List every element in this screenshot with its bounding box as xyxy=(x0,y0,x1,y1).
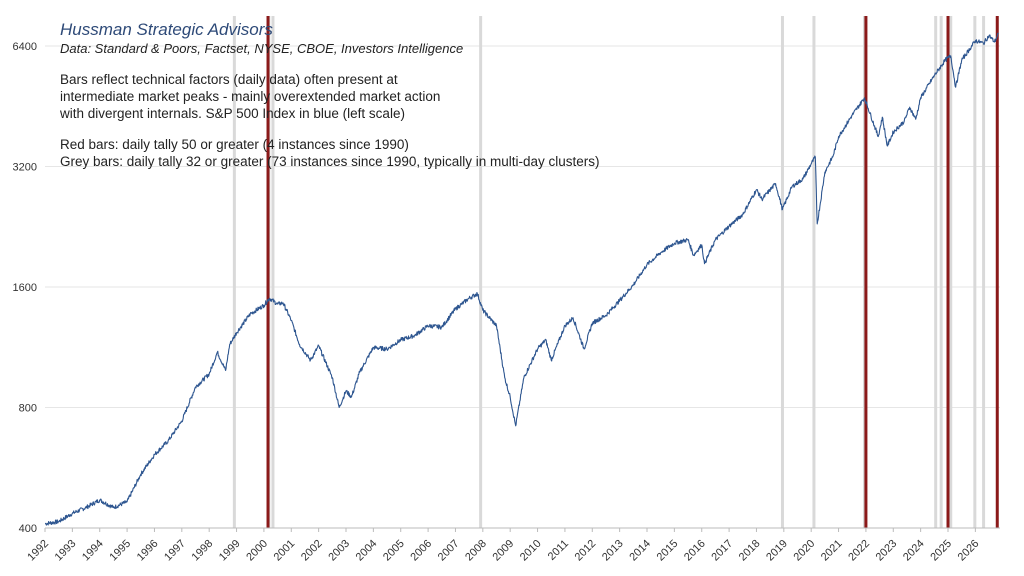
x-tick-label: 2016 xyxy=(682,538,708,564)
note-line-3: with divergent internals. S&P 500 Index … xyxy=(60,106,405,121)
red-signal-bar xyxy=(995,16,999,528)
sp500-line xyxy=(44,32,999,526)
x-tick-label: 2013 xyxy=(600,538,626,564)
grey-signal-bar xyxy=(812,16,816,528)
grey-bar-note: Grey bars: daily tally 32 or greater (73… xyxy=(60,154,600,169)
y-tick-label: 400 xyxy=(19,523,37,535)
x-tick-label: 1993 xyxy=(53,538,79,564)
grey-signal-bar xyxy=(479,16,483,528)
x-tick-label: 1996 xyxy=(135,538,161,564)
x-tick-label: 2006 xyxy=(408,538,434,564)
x-tick-label: 2014 xyxy=(627,538,653,564)
x-tick-label: 2019 xyxy=(764,538,790,564)
grey-signal-bar xyxy=(949,16,953,528)
data-source: Data: Standard & Poors, Factset, NYSE, C… xyxy=(60,41,464,56)
x-tick-label: 2000 xyxy=(244,538,270,564)
x-tick-label: 2011 xyxy=(546,538,571,563)
x-tick-label: 2009 xyxy=(491,538,517,564)
grey-signal-bar xyxy=(934,16,938,528)
grey-signal-bar xyxy=(973,16,977,528)
x-tick-label: 2025 xyxy=(928,538,954,564)
x-tick-label: 2022 xyxy=(846,538,872,564)
y-axis: 400 800 1600 3200 6400 xyxy=(13,41,37,535)
x-tick-label: 2021 xyxy=(819,538,845,564)
x-tick-label: 1994 xyxy=(80,538,106,564)
y-tick-label: 800 xyxy=(19,403,37,415)
x-tick-label: 1998 xyxy=(190,538,216,564)
x-tick-label: 1997 xyxy=(162,538,188,564)
sp500-series-line xyxy=(44,32,999,526)
x-tick-label: 2005 xyxy=(381,538,407,564)
red-bar-note: Red bars: daily tally 50 or greater (4 i… xyxy=(60,137,409,152)
y-tick-label: 3200 xyxy=(13,162,37,174)
x-tick-label: 2007 xyxy=(436,538,462,564)
note-line-2: intermediate market peaks - mainly overe… xyxy=(60,89,441,104)
red-signal-bar xyxy=(864,16,868,528)
x-tick-label: 2002 xyxy=(299,538,325,564)
x-tick-label: 2012 xyxy=(573,538,599,564)
x-tick-label: 2024 xyxy=(901,538,927,564)
x-tick-label: 2017 xyxy=(709,538,735,564)
chart-title: Hussman Strategic Advisors xyxy=(60,20,273,39)
grey-signal-bar xyxy=(982,16,986,528)
x-tick-label: 1992 xyxy=(25,538,51,564)
x-tick-label: 2015 xyxy=(655,538,681,564)
grey-signal-bar xyxy=(271,16,275,528)
x-tick-label: 1999 xyxy=(217,538,243,564)
x-tick-label: 2003 xyxy=(326,538,352,564)
y-tick-label: 1600 xyxy=(13,282,37,294)
annotation-block: Hussman Strategic Advisors Data: Standar… xyxy=(60,20,680,170)
grey-signal-bar xyxy=(232,16,236,528)
x-tick-label: 2026 xyxy=(956,538,982,564)
red-signal-bar xyxy=(266,16,270,528)
x-tick-label: 1995 xyxy=(107,538,133,564)
x-tick-label: 2008 xyxy=(463,538,489,564)
x-axis: 1992 1993 1994 1995 1996 1997 1998 1999 2000 2001… xyxy=(25,527,1000,564)
note-line-1: Bars reflect technical factors (daily da… xyxy=(60,72,398,87)
x-tick-label: 2004 xyxy=(354,538,380,564)
x-tick-label: 2020 xyxy=(792,538,818,564)
x-tick-label: 2010 xyxy=(518,538,544,564)
x-tick-label: 2001 xyxy=(272,538,298,564)
red-signal-bar xyxy=(946,16,950,528)
x-tick-label: 2023 xyxy=(874,538,900,564)
grey-signal-bar xyxy=(780,16,784,528)
x-tick-label: 2018 xyxy=(737,538,763,564)
grey-signal-bar xyxy=(939,16,943,528)
signal-bars xyxy=(232,16,999,528)
y-tick-label: 6400 xyxy=(13,41,37,53)
